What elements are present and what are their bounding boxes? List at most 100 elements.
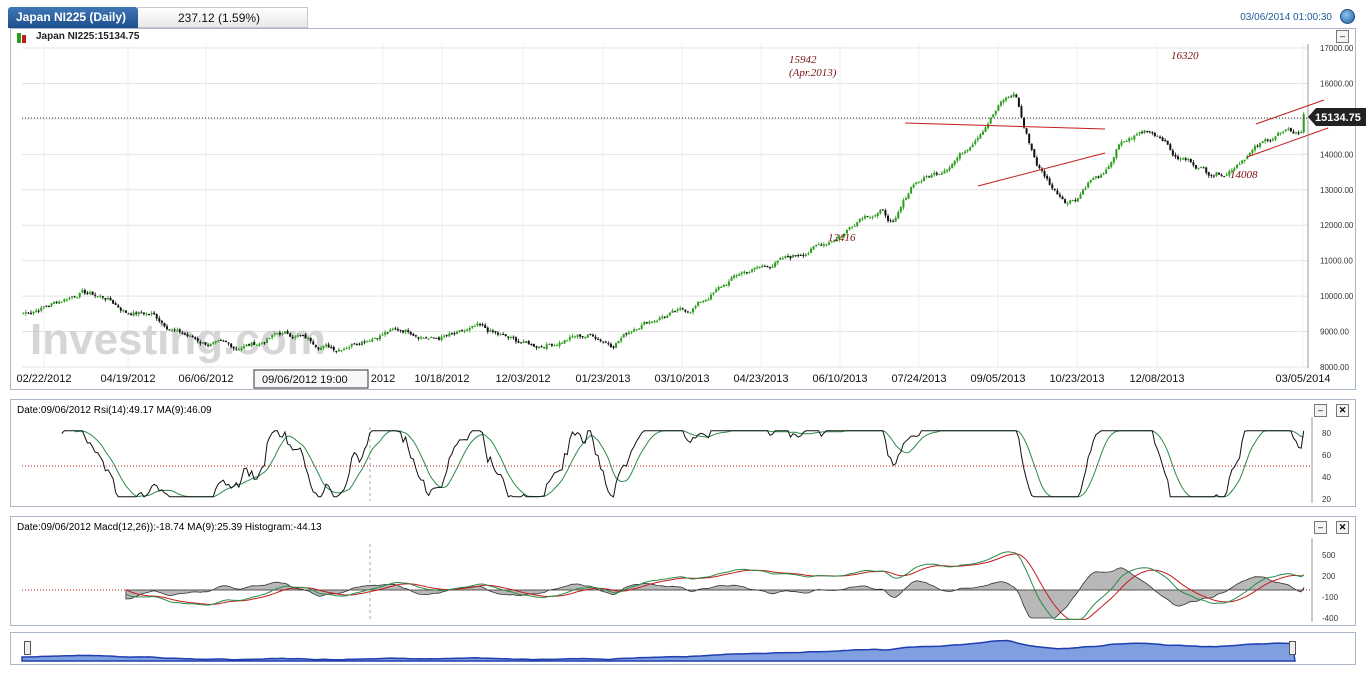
candle-body [838,236,841,240]
watermark: Investing.com [30,315,326,364]
candle-body [1112,157,1115,163]
candle-body [933,172,936,175]
candle-body [1289,128,1292,132]
close-macd-button[interactable]: ✕ [1336,521,1349,534]
candle-body [1212,175,1215,177]
candle-body [60,301,63,303]
candle-body [812,246,815,250]
candle-body [458,330,461,333]
crosshair-date-label: 09/06/2012 19:00 [253,369,369,389]
candle-body [1002,100,1005,103]
candle-body [1115,149,1118,158]
candle-body [779,257,782,260]
close-rsi-button[interactable]: ✕ [1336,404,1349,417]
candle-body [1238,164,1241,166]
date-x-tick: 12/03/2012 [495,373,550,385]
candle-body [468,327,471,331]
trendlines [904,99,1329,187]
candle-body [1107,166,1110,170]
candle-body [863,216,866,219]
macd-y-tick: -100 [1322,593,1339,602]
candle-body [892,221,895,223]
candle-body [761,265,764,268]
candle-body [615,343,618,348]
minimize-macd-button[interactable]: – [1314,521,1327,534]
minimize-main-button[interactable]: – [1336,30,1349,43]
candle-body [1048,178,1051,185]
candle-body [1266,139,1269,141]
candle-body [486,327,489,332]
candle-body [517,341,520,343]
candle-body [694,306,697,308]
candle-body [1138,132,1141,135]
candle-body [148,314,151,316]
candle-body [412,333,415,336]
candle-body [222,340,225,342]
candle-body [1092,178,1095,180]
candle-body [378,335,381,340]
candle-body [674,310,677,312]
candle-body [399,329,402,331]
candle-body [1058,194,1061,197]
candle-body [709,294,712,300]
candle-body [1279,132,1282,134]
candle-body [1100,174,1103,178]
candle-body [1264,139,1267,142]
candle-body [273,333,276,335]
candle-body [1295,132,1298,134]
candle-body [183,333,186,335]
candle-body [843,233,846,237]
candle-body [268,337,271,339]
candle-body [481,324,484,326]
candle-body [86,292,89,295]
rsi-y-tick: 40 [1322,473,1331,482]
candle-body [304,334,307,339]
channel-top-line [1255,99,1325,125]
candle-body [32,311,35,314]
candle-body [191,335,194,338]
candle-body [681,308,684,310]
settings-icon[interactable] [1340,9,1355,24]
candle-type-icon[interactable] [16,31,27,43]
candle-body [889,220,892,222]
candle-body [343,348,346,350]
candle-body [1102,173,1105,175]
price-y-tick: 14000.00 [1320,150,1354,159]
candle-body [1038,165,1041,168]
candle-body [350,343,353,347]
candle-body [266,338,269,343]
navigator-right-handle[interactable] [1289,641,1296,655]
candle-body [874,215,877,217]
candle-body [94,294,97,296]
date-x-tick: 04/23/2013 [733,373,788,385]
candle-body [363,341,366,343]
candle-body [702,300,705,302]
candle-body [1179,158,1182,160]
candle-body [1094,176,1097,178]
candle-body [212,342,215,344]
macd-legend: Date:09/06/2012 Macd(12,26)):-18.74 MA(9… [17,522,322,533]
candle-body [1233,168,1236,171]
candle-body [1197,167,1200,169]
annotation-peak-2013-date: (Apr.2013) [789,67,837,79]
candle-body [545,344,548,349]
candle-body [1128,138,1131,142]
candle-body [925,176,928,178]
candle-body [358,343,361,345]
candle-body [142,312,145,315]
candle-body [848,227,851,230]
candle-body [994,110,997,115]
candle-body [29,312,32,314]
minimize-rsi-button[interactable]: – [1314,404,1327,417]
candle-body [676,309,679,311]
candle-body [679,308,682,310]
candle-body [291,337,294,339]
candle-body [866,216,869,218]
candle-body [620,338,623,341]
candle-body [853,225,856,227]
navigator-left-handle[interactable] [24,641,31,655]
candle-body [563,340,566,344]
candle-body [502,333,505,335]
candle-body [989,117,992,124]
instrument-tab[interactable]: Japan NI225 (Daily) [8,7,138,28]
